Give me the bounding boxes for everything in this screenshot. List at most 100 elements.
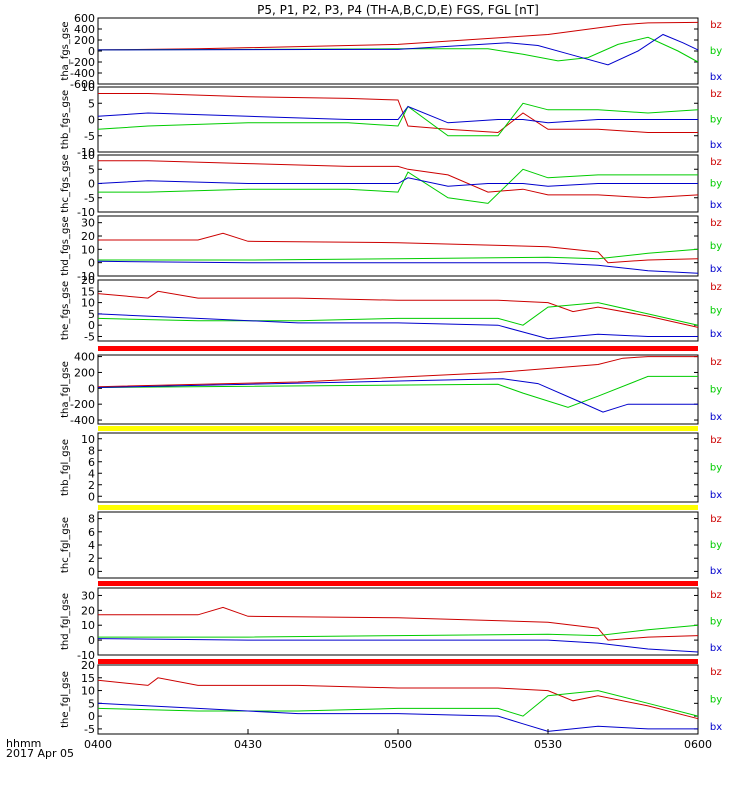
series-bz [97, 356, 698, 388]
legend-bz: bz [710, 20, 722, 31]
y-axis-label: tha_fgl_gse [60, 361, 71, 418]
y-tick-label: 600 [74, 12, 95, 25]
y-tick-label: 5 [88, 308, 95, 321]
y-tick-label: 0 [88, 490, 95, 503]
y-tick-label: 200 [74, 34, 95, 47]
legend-bx: bx [710, 566, 722, 577]
y-tick-label: 5 [88, 163, 95, 176]
x-tick-label: 0530 [534, 738, 562, 751]
y-axis-label: tha_fgs_gse [60, 21, 71, 80]
legend-bx: bx [710, 72, 722, 83]
legend-by: by [710, 617, 722, 628]
y-tick-label: -10 [77, 146, 95, 159]
y-tick-label: 5 [88, 97, 95, 110]
legend-bz: bz [710, 514, 722, 525]
series-bz [98, 606, 699, 641]
y-tick-label: 0 [88, 257, 95, 270]
y-tick-label: 4 [88, 467, 95, 480]
legend-bz: bz [710, 282, 722, 293]
panel-frame [97, 17, 699, 85]
y-tick-label: 5 [88, 697, 95, 710]
y-axis-label: thd_fgs_gse [60, 216, 71, 275]
legend-bx: bx [710, 490, 722, 501]
series-bz [98, 232, 699, 264]
x-axis: 0400 0430 0500 0530 0600 [84, 729, 712, 751]
y-tick-label: 0 [88, 634, 95, 647]
y-tick-label: 0 [88, 45, 95, 58]
y-axis-label: thb_fgs_gse [60, 90, 71, 149]
y-tick-label: 6 [88, 526, 95, 539]
legend-by: by [710, 385, 722, 396]
panel-thd_fgl_gse: 30 20 10 0 -10 thd_fgl_gse bz by bx [60, 587, 722, 662]
panel-frame [97, 354, 699, 425]
y-axis-label: the_fgs_gse [60, 281, 71, 340]
status-bar-yellow [98, 426, 698, 431]
y-tick-label: 20 [81, 230, 95, 243]
y-tick-label: 15 [81, 672, 95, 685]
legend-by: by [710, 463, 722, 474]
series-bx [97, 177, 698, 187]
y-tick-label: 15 [81, 285, 95, 298]
series-bx [97, 260, 699, 274]
y-tick-label: -400 [70, 67, 95, 80]
status-bar-red [98, 346, 698, 351]
y-tick-label: 10 [81, 149, 95, 162]
series-bx [97, 105, 698, 124]
panel-frame [97, 587, 699, 656]
series-bx [97, 33, 699, 66]
x-row-label: hhmm [6, 737, 41, 750]
legend-by: by [710, 695, 722, 706]
y-tick-label: 10 [81, 81, 95, 94]
y-tick-label: 30 [81, 589, 95, 602]
legend-bz: bz [710, 667, 722, 678]
x-tick-label: 0600 [684, 738, 712, 751]
y-tick-label: 10 [81, 433, 95, 446]
plot-title: P5, P1, P2, P3, P4 (TH-A,B,C,D,E) FGS, F… [257, 3, 539, 17]
y-tick-label: -200 [70, 56, 95, 69]
legend-bx: bx [710, 264, 722, 275]
y-tick-label: 8 [88, 513, 95, 526]
y-tick-label: 0 [88, 565, 95, 578]
y-tick-label: 10 [81, 243, 95, 256]
series-bx [97, 702, 698, 732]
x-tick-label: 0430 [234, 738, 262, 751]
legend-bz: bz [710, 89, 722, 100]
y-tick-label: -5 [84, 192, 95, 205]
y-tick-label: 20 [81, 274, 95, 287]
series-bx [97, 638, 699, 653]
series-by [97, 375, 698, 408]
legend-by: by [710, 179, 722, 190]
y-tick-label: 0 [88, 710, 95, 723]
y-tick-label: -400 [70, 414, 95, 427]
y-tick-label: 0 [88, 114, 95, 127]
legend-bz: bz [710, 590, 722, 601]
legend-bx: bx [710, 329, 722, 340]
x-tick-label: 0400 [84, 738, 112, 751]
legend-bz: bz [710, 357, 722, 368]
y-axis-label: thc_fgs_gse [60, 154, 71, 213]
y-tick-label: 30 [81, 217, 95, 230]
series-bx [97, 313, 698, 340]
series-bz [97, 21, 699, 51]
legend-bz: bz [710, 218, 722, 229]
panel-frame [97, 664, 699, 735]
series-by [98, 624, 699, 638]
series-bz [98, 160, 699, 199]
y-tick-label: 20 [81, 659, 95, 672]
y-tick-label: -10 [77, 206, 95, 219]
series-by [97, 690, 699, 717]
status-bar-red [98, 581, 698, 586]
y-tick-label: 0 [88, 178, 95, 191]
y-tick-label: -10 [77, 649, 95, 662]
y-tick-label: 10 [81, 685, 95, 698]
y-tick-label: 10 [81, 619, 95, 632]
legend-bz: bz [710, 435, 722, 446]
legend-by: by [710, 306, 722, 317]
y-tick-label: 2 [88, 479, 95, 492]
y-tick-label: -600 [70, 78, 95, 91]
y-axis-label: thc_fgl_gse [60, 517, 71, 573]
